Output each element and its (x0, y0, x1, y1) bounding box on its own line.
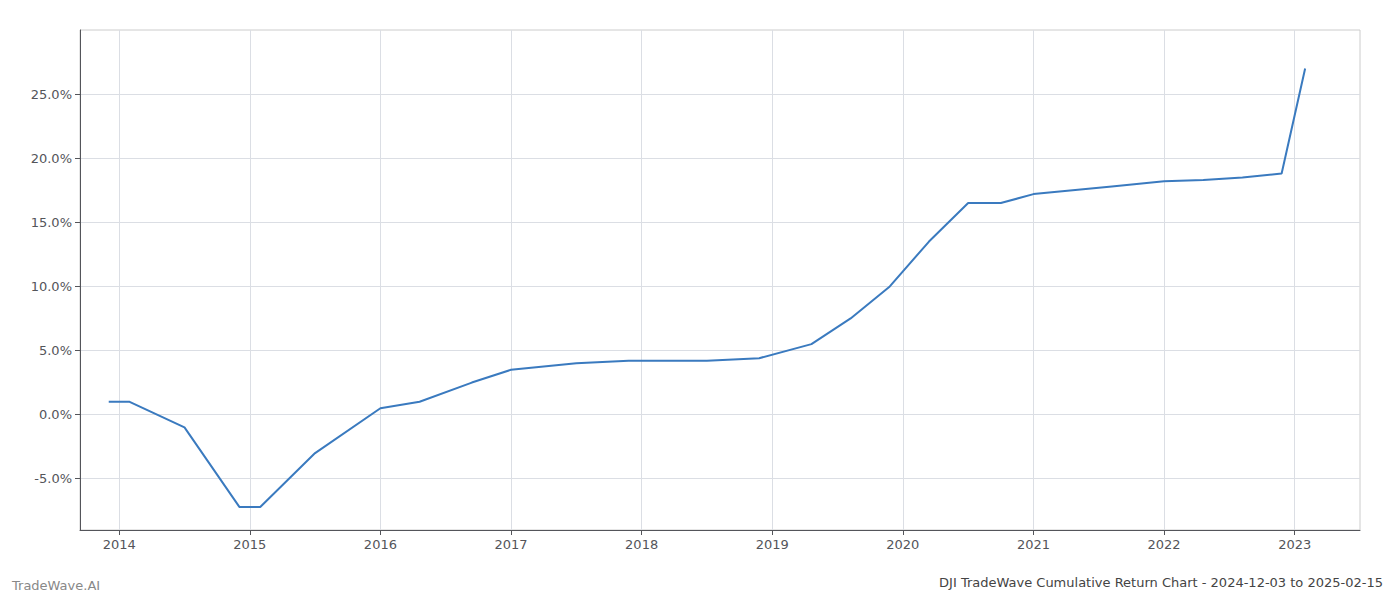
svg-text:-5.0%: -5.0% (34, 471, 72, 486)
svg-text:2016: 2016 (364, 537, 397, 552)
svg-text:15.0%: 15.0% (31, 215, 72, 230)
svg-text:2021: 2021 (1017, 537, 1050, 552)
svg-text:2020: 2020 (886, 537, 919, 552)
svg-text:DJI TradeWave Cumulative Retur: DJI TradeWave Cumulative Return Chart - … (939, 575, 1383, 590)
svg-text:10.0%: 10.0% (31, 279, 72, 294)
svg-text:TradeWave.AI: TradeWave.AI (11, 578, 100, 593)
svg-text:2017: 2017 (494, 537, 527, 552)
svg-text:2023: 2023 (1278, 537, 1311, 552)
svg-text:2022: 2022 (1148, 537, 1181, 552)
svg-text:20.0%: 20.0% (31, 151, 72, 166)
svg-text:2015: 2015 (233, 537, 266, 552)
svg-text:5.0%: 5.0% (39, 343, 72, 358)
svg-text:2019: 2019 (756, 537, 789, 552)
svg-text:2014: 2014 (103, 537, 136, 552)
svg-text:0.0%: 0.0% (39, 407, 72, 422)
svg-text:25.0%: 25.0% (31, 87, 72, 102)
svg-text:2018: 2018 (625, 537, 658, 552)
